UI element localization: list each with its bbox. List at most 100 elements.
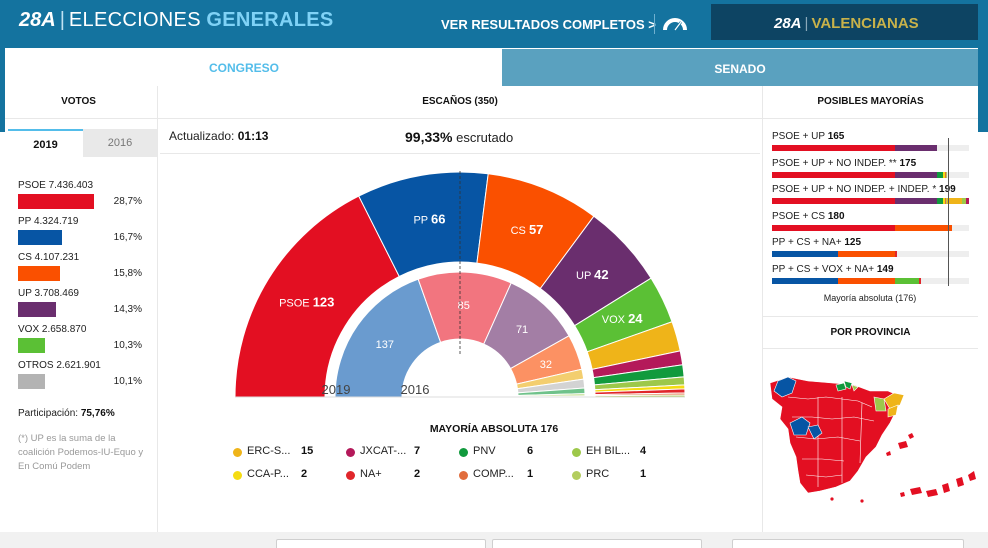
year-tab-2019[interactable]: 2019: [8, 129, 83, 157]
coalition-bar-segment: [772, 198, 895, 204]
hemicycle-chart: PSOE 123 PP 66 CS 57 UP 42 VOX 24 137 85 71 32 20…: [234, 171, 686, 398]
legend-item[interactable]: PNV 6: [459, 445, 559, 459]
vote-row: VOX 2.658.870 10,3%: [18, 324, 142, 360]
gauge-icon[interactable]: [662, 13, 688, 33]
coalition-bar-segment: [944, 171, 946, 178]
map-region-jxcat: [873, 396, 887, 412]
coalition-bar: [772, 224, 969, 231]
coalition-bar-segment: [894, 251, 897, 257]
legend-item[interactable]: ERC-S... 15: [233, 445, 333, 459]
brand-date: 28A: [19, 9, 56, 31]
legend-dot: [572, 448, 581, 457]
seats-2016-label: 32: [540, 359, 552, 371]
coalition-seats: 125: [844, 237, 862, 248]
valencianas-separator: |: [804, 15, 809, 32]
coalition-bar-segment: [946, 198, 962, 204]
divider: [762, 86, 763, 532]
party-votes: OTROS 2.621.901: [18, 360, 101, 371]
coalition-bar: [772, 198, 969, 204]
party-votes: VOX 2.658.870: [18, 324, 87, 335]
updated-value: 01:13: [237, 129, 269, 143]
vote-share-percent: 15,8%: [113, 268, 142, 279]
coalition-bar-segment: [772, 251, 838, 257]
coalition-bar-segment: [772, 145, 895, 151]
legend-dot: [572, 471, 581, 480]
coalition-seats: 199: [939, 184, 956, 195]
legend-item[interactable]: COMP... 1: [459, 468, 559, 482]
see-all-results-link[interactable]: VER RESULTADOS COMPLETOS >: [441, 17, 656, 32]
coalition-bar-segment: [945, 171, 947, 178]
map-canary: [968, 471, 976, 481]
coalition-bar-segment: [961, 198, 966, 204]
legend-party: COMP...: [473, 468, 514, 480]
coalition-bar-segment: [837, 277, 895, 284]
divider: [5, 118, 978, 119]
valencianas-date: 28A: [774, 15, 802, 32]
divider: [157, 86, 158, 532]
tab-congreso[interactable]: CONGRESO: [5, 48, 483, 86]
vote-share-bar: [18, 194, 94, 209]
majority-text: MAYORÍA ABSOLUTA 176: [429, 423, 559, 435]
valencianas-tab[interactable]: 28A | VALENCIANAS: [711, 4, 978, 40]
legend-dot: [459, 471, 468, 480]
party-votes: PSOE 7.436.403: [18, 180, 94, 191]
valencianas-title: VALENCIANAS: [811, 15, 919, 32]
coalition-row[interactable]: PSOE + CS 180: [772, 211, 969, 235]
vote-share-percent: 14,3%: [113, 304, 142, 315]
seats-2016-label: 71: [516, 324, 528, 336]
coalition-row[interactable]: PSOE + UP + NO INDEP. + INDEP. * 199: [772, 184, 969, 208]
map-region-erc: [883, 392, 905, 410]
coalition-row[interactable]: PP + CS + VOX + NA+ 149: [772, 264, 969, 288]
legend-item[interactable]: NA+ 2: [346, 468, 446, 482]
selector-box[interactable]: [492, 539, 702, 548]
legend-seats: 6: [527, 445, 534, 457]
tab-senado-label: SENADO: [714, 62, 766, 76]
legend-item[interactable]: JXCAT-... 7: [346, 445, 446, 459]
seats-2016-label: 85: [458, 300, 470, 312]
province-map[interactable]: [762, 367, 978, 517]
updated-label: Actualizado:: [169, 129, 235, 143]
footnote: (*) UP es la suma de la coalición Podemo…: [18, 433, 144, 472]
year-label-2019: 2019: [322, 382, 351, 397]
legend-item[interactable]: CCA-P... 2: [233, 468, 333, 482]
vote-share-bar: [18, 338, 45, 353]
seats-2016-slice[interactable]: [334, 278, 442, 398]
legend-dot: [459, 448, 468, 457]
seats-2019-label: PP 66: [413, 212, 445, 227]
seats-2019-label: VOX 24: [602, 311, 644, 326]
legend-item[interactable]: PRC 1: [572, 468, 672, 482]
vote-row: PSOE 7.436.403 28,7%: [18, 180, 142, 216]
map-region-pnv: [835, 382, 847, 392]
party-votes: CS 4.107.231: [18, 252, 80, 263]
legend-party: CCA-P...: [247, 468, 289, 480]
legend-party: ERC-S...: [247, 445, 291, 457]
coalition-parties: PP + CS + NA+: [772, 237, 845, 248]
coalition-label: PP + CS + NA+ 125: [772, 237, 861, 248]
coalition-bar-segment: [942, 171, 945, 178]
legend-seats: 1: [640, 468, 647, 480]
legend-party: EH BIL...: [586, 445, 631, 457]
seats-2016-label: 137: [376, 339, 394, 351]
vote-share-bar: [18, 266, 60, 281]
slice-seats: 123: [313, 295, 335, 310]
brand-title[interactable]: 28A | ELECCIONES GENERALES: [19, 9, 334, 32]
coalition-bar-segment: [837, 251, 895, 257]
coalition-row[interactable]: PSOE + UP + NO INDEP. ** 175: [772, 158, 969, 182]
coalition-bar: [772, 171, 969, 178]
year-tab-2016[interactable]: 2016: [83, 129, 157, 157]
coalition-row[interactable]: PP + CS + NA+ 125: [772, 237, 969, 261]
legend-seats: 7: [414, 445, 421, 457]
coalition-bar-segment: [936, 198, 943, 204]
tab-senado[interactable]: SENADO: [502, 49, 978, 86]
coalition-label: PSOE + UP + NO INDEP. ** 175: [772, 158, 916, 169]
vote-row: CS 4.107.231 15,8%: [18, 252, 142, 288]
map-canary: [942, 483, 950, 493]
map-balearic: [886, 451, 891, 456]
coalition-row[interactable]: PSOE + UP 165: [772, 131, 969, 155]
map-province-lines: [787, 396, 875, 487]
selector-box[interactable]: [276, 539, 486, 548]
legend-item[interactable]: EH BIL... 4: [572, 445, 672, 459]
votos-title: VOTOS: [61, 96, 96, 107]
vote-share-bar: [18, 230, 62, 245]
selector-box[interactable]: [732, 539, 964, 548]
